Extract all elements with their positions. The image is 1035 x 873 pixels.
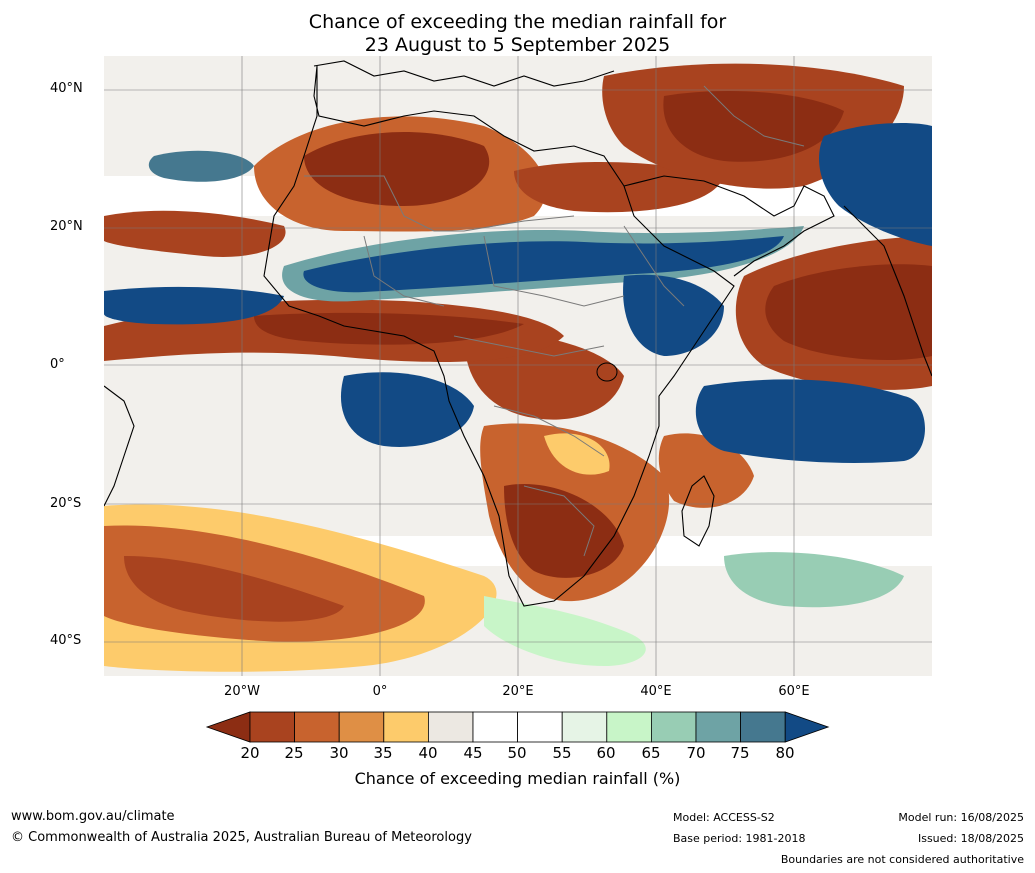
colorbar-extend-low	[205, 711, 251, 743]
wet-zone-south-indian-ocean	[695, 379, 925, 463]
colorbar-cell	[383, 711, 429, 743]
dry-band-canary	[104, 210, 286, 257]
colorbar-tick-75: 75	[730, 744, 750, 762]
wet-fringe-south-africa	[484, 596, 646, 666]
wet-zone-south-atlantic	[340, 372, 474, 447]
colorbar-cell	[606, 711, 652, 743]
map-title-line2: 23 August to 5 September 2025	[364, 34, 671, 56]
wet-belt-sahel	[303, 236, 784, 293]
lon-label-0: 0°	[372, 684, 388, 699]
colorbar-cell	[294, 711, 340, 743]
coastlines	[104, 60, 932, 607]
colorbar-tick-60: 60	[596, 744, 616, 762]
footer-disclaimer: Boundaries are not considered authoritat…	[780, 853, 1024, 866]
south-america-coastline	[104, 385, 135, 507]
dry-core-middle-east	[663, 91, 844, 162]
colorbar-tick-25: 25	[284, 744, 304, 762]
footer-issued: Issued: 18/08/2025	[917, 832, 1024, 845]
wet-fringe-indian-ocean	[724, 552, 904, 608]
colorbar-cell	[650, 711, 697, 743]
wet-zone-horn-of-africa	[623, 274, 724, 356]
country-borders	[304, 85, 805, 557]
colorbar-tick-70: 70	[686, 744, 706, 762]
rainfall-map	[104, 56, 932, 676]
colorbar-cells	[205, 711, 830, 743]
border-southern-africa	[523, 485, 595, 557]
colorbar-cell	[517, 711, 563, 743]
colorbar-cell	[695, 711, 741, 743]
footer-model-run: Model run: 16/08/2025	[898, 811, 1024, 824]
lat-label-20s: 20°S	[50, 496, 82, 511]
lat-label-40s: 40°S	[50, 633, 82, 648]
colorbar-extend-high	[784, 711, 830, 743]
rainfall-map-svg	[104, 56, 932, 676]
africa-coastline	[263, 65, 735, 607]
dry-core-southern-africa	[504, 484, 624, 578]
footer-model: Model: ACCESS-S2	[673, 811, 775, 824]
colorbar-tick-40: 40	[418, 744, 438, 762]
arabia-coastline	[623, 175, 835, 277]
border-sahel-west	[363, 235, 445, 307]
dry-core-sahara	[304, 132, 490, 206]
border-central-africa	[453, 335, 605, 357]
footer-copyright: © Commonwealth of Australia 2025, Austra…	[11, 830, 472, 845]
colorbar-tick-80: 80	[775, 744, 795, 762]
colorbar-tick-45: 45	[463, 744, 483, 762]
lat-label-20n: 20°N	[50, 219, 83, 234]
colorbar-tick-55: 55	[552, 744, 572, 762]
lon-label-20w: 20°W	[224, 684, 260, 699]
footer-website: www.bom.gov.au/climate	[11, 809, 175, 824]
lon-label-60e: 60°E	[778, 684, 810, 699]
colorbar-cell	[740, 711, 786, 743]
dry-core-south-atlantic	[124, 556, 344, 622]
colorbar-tick-35: 35	[373, 744, 393, 762]
lon-label-20e: 20°E	[502, 684, 534, 699]
border-middle-east	[703, 85, 805, 147]
border-dr-congo	[493, 405, 605, 457]
colorbar-cell	[249, 711, 295, 743]
lat-label-40n: 40°N	[50, 81, 83, 96]
map-title-line1: Chance of exceeding the median rainfall …	[308, 11, 727, 33]
dry-core-arabian-sea	[765, 264, 932, 361]
lat-label-equator: 0°	[50, 357, 65, 372]
wet-band-tropical-atlantic	[104, 286, 284, 325]
colorbar-tick-30: 30	[329, 744, 349, 762]
wet-zone-persian-gulf	[819, 123, 932, 246]
lake-victoria	[596, 362, 618, 382]
colorbar-cell	[472, 711, 518, 743]
border-horn	[623, 225, 685, 307]
europe-coastline	[313, 60, 615, 87]
footer-base-period: Base period: 1981-2018	[673, 832, 806, 845]
graticule	[104, 56, 932, 676]
madagascar-coastline	[681, 475, 715, 547]
colorbar-cell	[338, 711, 385, 743]
colorbar	[205, 711, 830, 743]
dry-zone-libya-egypt	[514, 161, 724, 213]
colorbar-tick-20: 20	[240, 744, 260, 762]
colorbar-cell	[427, 711, 474, 743]
colorbar-cell	[561, 711, 608, 743]
lon-label-40e: 40°E	[640, 684, 672, 699]
colorbar-tick-50: 50	[507, 744, 527, 762]
wet-patch-north-atlantic	[148, 150, 254, 182]
border-sahel-east	[483, 235, 625, 307]
moist-spot-zambia	[544, 433, 610, 475]
colorbar-title: Chance of exceeding median rainfall (%)	[354, 769, 681, 788]
border-north-africa	[304, 175, 575, 232]
india-coastline	[843, 205, 932, 377]
colorbar-tick-65: 65	[641, 744, 661, 762]
